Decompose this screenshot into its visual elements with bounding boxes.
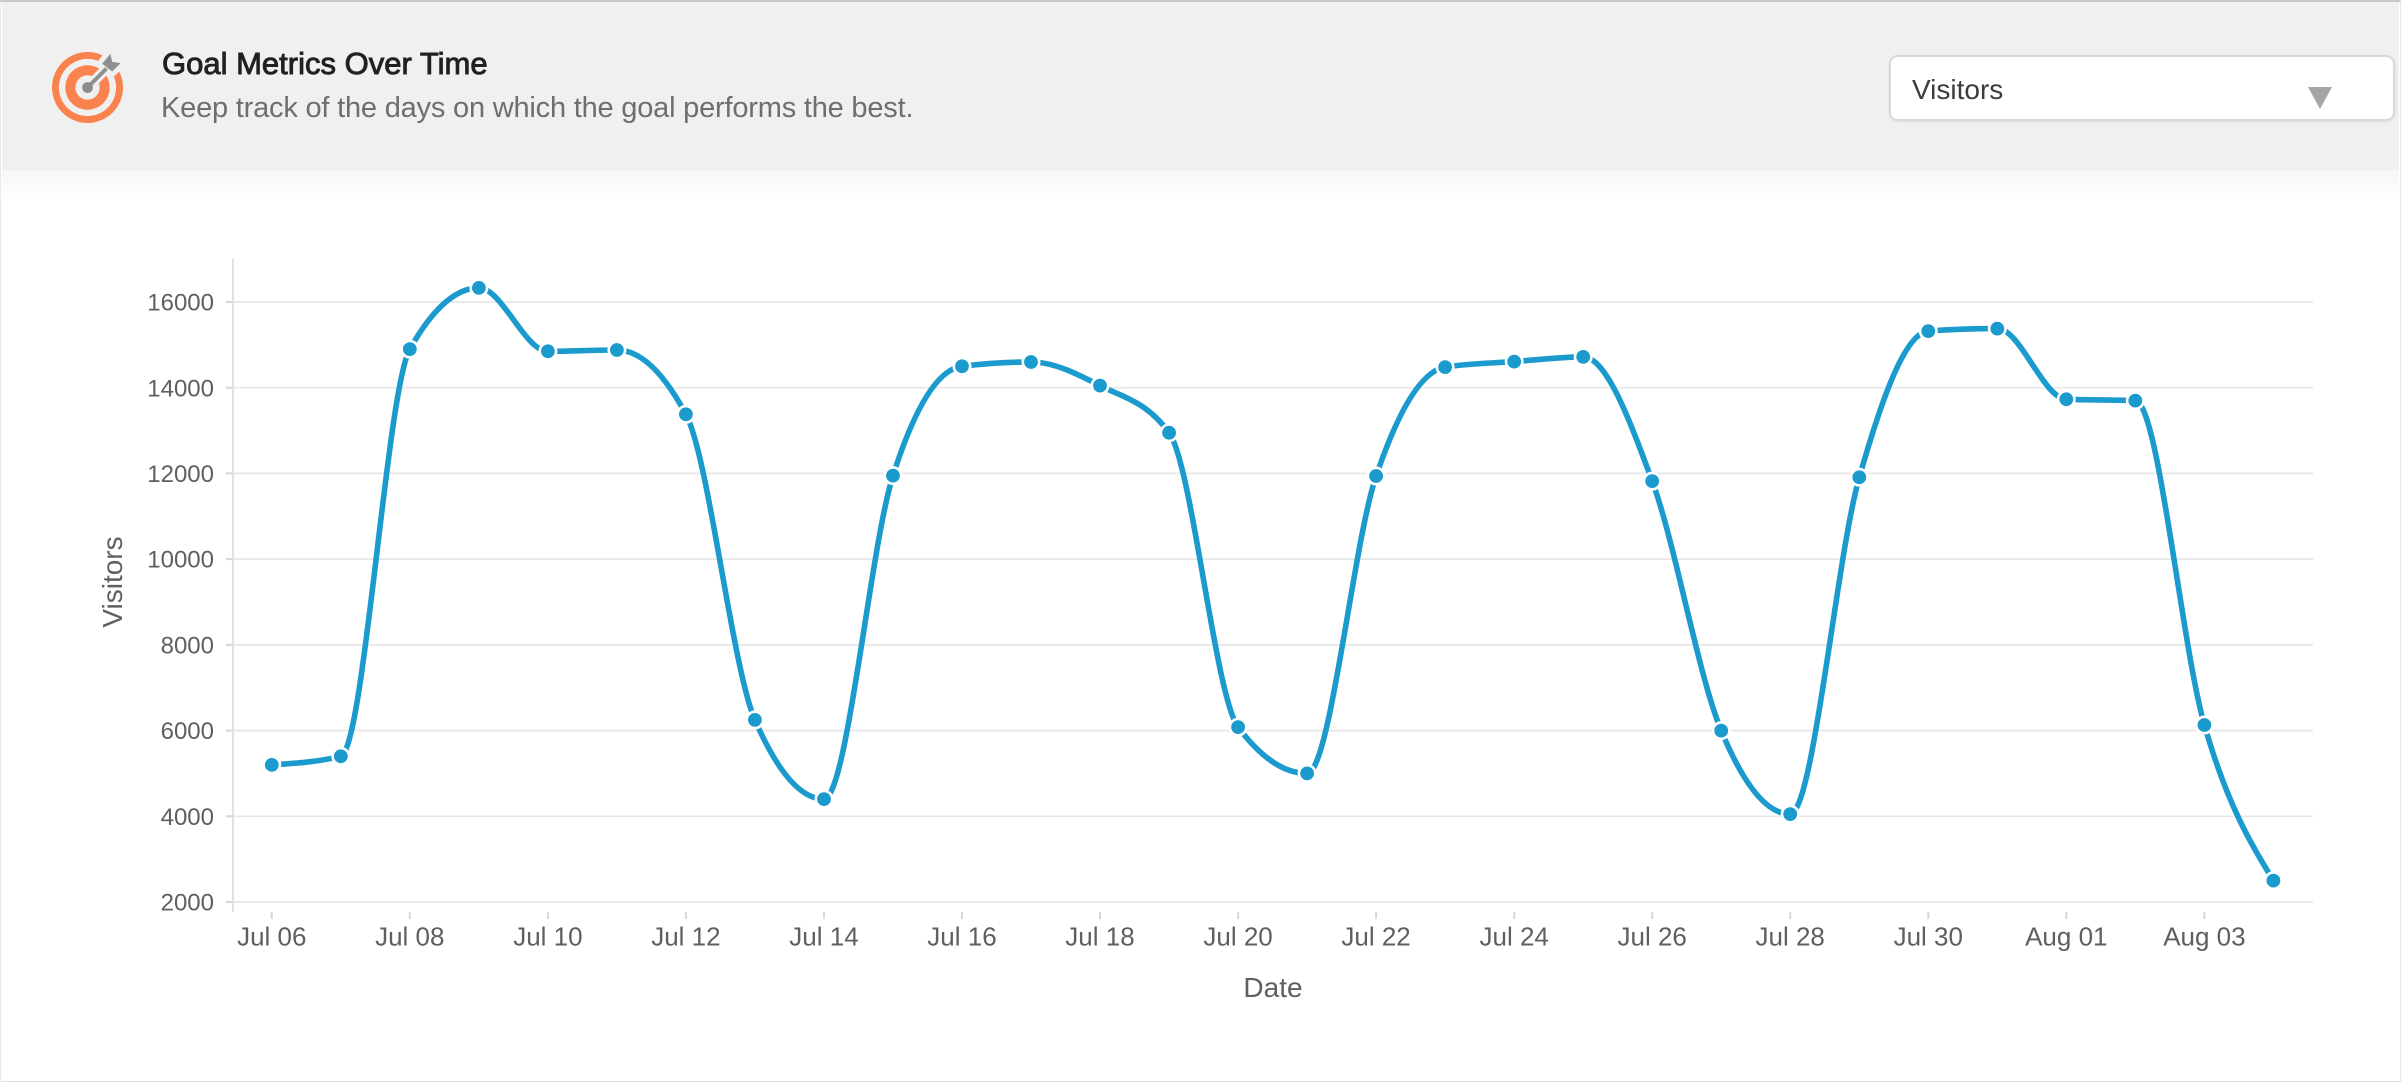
svg-text:Jul 24: Jul 24: [1480, 922, 1549, 952]
svg-text:2000: 2000: [161, 890, 214, 917]
svg-text:Date: Date: [1243, 972, 1302, 1003]
svg-text:Jul 10: Jul 10: [513, 922, 582, 952]
svg-text:Jul 08: Jul 08: [375, 922, 444, 952]
svg-text:Aug 03: Aug 03: [2163, 922, 2245, 952]
svg-text:Jul 18: Jul 18: [1065, 922, 1134, 952]
svg-text:Aug 01: Aug 01: [2025, 922, 2107, 952]
svg-text:4000: 4000: [161, 804, 214, 831]
svg-text:Jul 26: Jul 26: [1618, 922, 1687, 952]
svg-text:16000: 16000: [147, 290, 214, 317]
svg-text:6000: 6000: [161, 718, 214, 745]
svg-text:12000: 12000: [147, 461, 214, 488]
svg-text:Jul 12: Jul 12: [651, 922, 720, 952]
svg-text:Jul 20: Jul 20: [1203, 922, 1272, 952]
svg-text:10000: 10000: [147, 547, 214, 574]
svg-text:Jul 16: Jul 16: [927, 922, 996, 952]
svg-text:Visitors: Visitors: [97, 536, 128, 627]
svg-text:Jul 22: Jul 22: [1341, 922, 1410, 952]
svg-text:8000: 8000: [161, 633, 214, 660]
svg-text:14000: 14000: [147, 375, 214, 402]
svg-text:Jul 30: Jul 30: [1894, 922, 1963, 952]
svg-text:Jul 06: Jul 06: [237, 922, 306, 952]
svg-text:Jul 14: Jul 14: [789, 922, 858, 952]
svg-text:Jul 28: Jul 28: [1756, 922, 1825, 952]
